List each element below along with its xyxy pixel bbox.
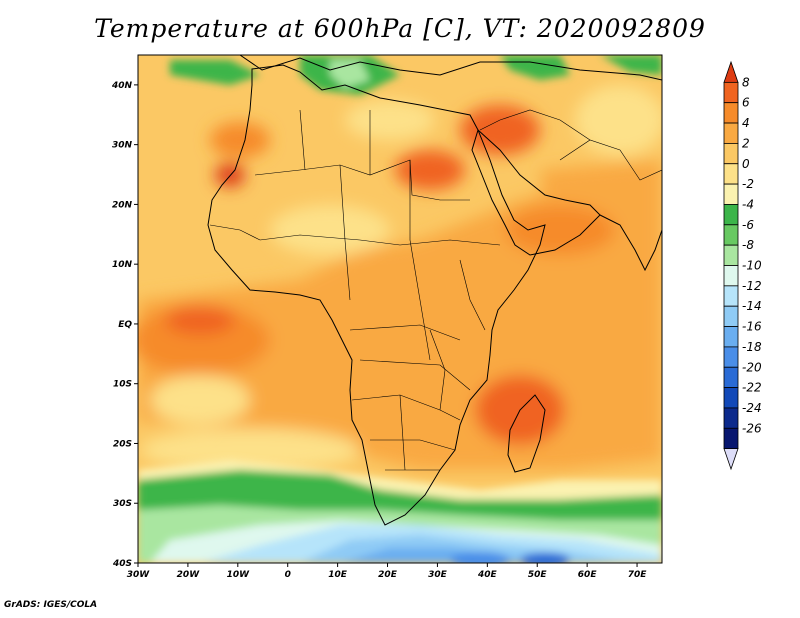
lat-tick-label: 40S bbox=[112, 559, 132, 569]
india-coastline bbox=[599, 214, 662, 272]
lon-tick-label: 50E bbox=[528, 570, 548, 580]
colorbar-label: -12 bbox=[742, 279, 762, 293]
country-borders bbox=[209, 109, 662, 471]
colorbar-swatch bbox=[723, 81, 739, 104]
colorbar-swatch bbox=[723, 204, 739, 226]
colorbar-swatch bbox=[723, 407, 739, 429]
colorbar-label: 8 bbox=[742, 75, 750, 89]
colorbar-swatch bbox=[723, 122, 739, 144]
lat-tick-label: 30N bbox=[112, 141, 133, 151]
lon-tick-label: 70E bbox=[628, 570, 648, 580]
colorbar-swatch bbox=[723, 244, 739, 266]
colorbar-swatch bbox=[723, 305, 739, 327]
colorbar-swatch bbox=[723, 326, 739, 348]
longitude-axis: 30W 20W 10W 0 10E 20E 30E 40E 50E 60E 70E bbox=[127, 563, 647, 580]
lon-tick-label: 30W bbox=[127, 570, 151, 580]
colorbar-swatch bbox=[723, 183, 739, 205]
colorbar-label: -6 bbox=[742, 218, 754, 232]
colorbar-label: -18 bbox=[742, 340, 762, 354]
colorbar-swatch bbox=[723, 102, 739, 124]
lat-tick-label: 10N bbox=[112, 260, 133, 270]
colorbar-swatch bbox=[723, 224, 739, 246]
colorbar-swatch bbox=[723, 427, 739, 450]
lat-tick-label: 10S bbox=[113, 380, 132, 390]
lon-tick-label: 10E bbox=[328, 570, 348, 580]
colorbar-label: -16 bbox=[742, 320, 762, 334]
colorbar-label: -24 bbox=[742, 401, 762, 415]
lat-tick-label: EQ bbox=[118, 320, 132, 330]
lon-tick-label: 40E bbox=[477, 570, 498, 580]
lon-tick-label: 60E bbox=[578, 570, 598, 580]
colorbar-label: 6 bbox=[742, 96, 750, 110]
colorbar-label: -4 bbox=[742, 197, 754, 211]
colorbar-label: -20 bbox=[742, 360, 762, 374]
footer-credit: GrADS: IGES/COLA bbox=[4, 600, 98, 610]
lat-tick-label: 30S bbox=[113, 499, 132, 509]
colorbar-label: -10 bbox=[742, 259, 762, 273]
temperature-field bbox=[138, 55, 662, 563]
lon-tick-label: 30E bbox=[428, 570, 448, 580]
lon-tick-label: 0 bbox=[285, 570, 291, 580]
colorbar-label: 2 bbox=[742, 136, 750, 150]
colorbar-swatch bbox=[723, 346, 739, 368]
lon-tick-label: 20W bbox=[177, 570, 201, 580]
map-title: Temperature at 600hPa [C], VT: 202009280… bbox=[94, 14, 706, 43]
colorbar-bottom-arrow bbox=[723, 448, 739, 471]
colorbar-swatch bbox=[723, 265, 739, 287]
colorbar-swatch bbox=[723, 387, 739, 409]
colorbar-label: 4 bbox=[742, 116, 750, 130]
colorbar-label: -26 bbox=[742, 421, 762, 435]
lat-tick-label: 20S bbox=[113, 439, 132, 449]
colorbar-swatch bbox=[723, 142, 739, 165]
colorbar-top-arrow bbox=[723, 60, 739, 83]
latitude-axis: 40S 30S 20S 10S EQ 10N 20N 30N 40N bbox=[111, 81, 138, 569]
lat-tick-label: 20N bbox=[112, 200, 133, 210]
europe-coastline bbox=[239, 55, 662, 81]
colorbar-label: -2 bbox=[742, 177, 754, 191]
colorbar-label: 0 bbox=[742, 157, 750, 171]
colorbar-label: -22 bbox=[742, 381, 762, 395]
arabia-coastline bbox=[471, 129, 601, 256]
lon-tick-label: 20E bbox=[378, 570, 398, 580]
colorbar-swatch bbox=[723, 163, 739, 185]
colorbar-label: -8 bbox=[742, 238, 754, 252]
colorbar: 8 6 4 2 0 -2 -4 -6 -8 -10 -12 -14 -16 -18 -20 -22 -24 -26 bbox=[723, 60, 762, 471]
lon-tick-label: 10W bbox=[227, 570, 251, 580]
madagascar-coastline bbox=[507, 394, 546, 473]
colorbar-swatch bbox=[723, 366, 739, 389]
lat-tick-label: 40N bbox=[111, 81, 133, 91]
plot-frame bbox=[137, 54, 663, 564]
colorbar-swatch bbox=[723, 285, 739, 307]
colorbar-label: -14 bbox=[742, 299, 762, 313]
